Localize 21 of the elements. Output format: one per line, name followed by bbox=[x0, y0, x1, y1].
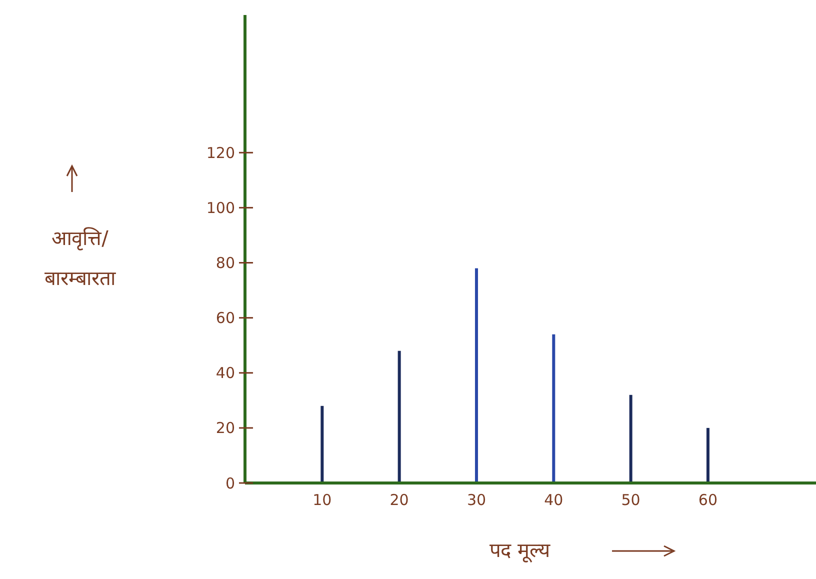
x-tick-label: 10 bbox=[312, 491, 332, 509]
bar bbox=[552, 334, 556, 483]
y-tick-label: 0 bbox=[225, 474, 235, 492]
bar bbox=[706, 428, 710, 483]
bar bbox=[629, 394, 632, 483]
x-tick-label: 60 bbox=[698, 491, 718, 509]
y-tick-label: 60 bbox=[216, 309, 235, 328]
x-tick-label: 30 bbox=[466, 491, 486, 509]
x-tick-label: 50 bbox=[621, 491, 640, 509]
bar bbox=[398, 350, 401, 483]
bar bbox=[474, 268, 478, 483]
y-tick-label: 100 bbox=[206, 198, 235, 217]
y-tick-label: 40 bbox=[216, 364, 235, 382]
y-tick-label: 120 bbox=[206, 144, 235, 162]
x-tick-label: 40 bbox=[544, 491, 564, 509]
bar bbox=[320, 406, 324, 483]
x-tick-label: 20 bbox=[390, 491, 409, 509]
y-tick-label: 20 bbox=[216, 419, 235, 438]
y-axis-title: आवृत्ति/ बारम्बारता bbox=[44, 226, 116, 290]
y-tick-label: 80 bbox=[216, 254, 235, 272]
x-axis-title: पद मूल्य bbox=[489, 538, 551, 563]
